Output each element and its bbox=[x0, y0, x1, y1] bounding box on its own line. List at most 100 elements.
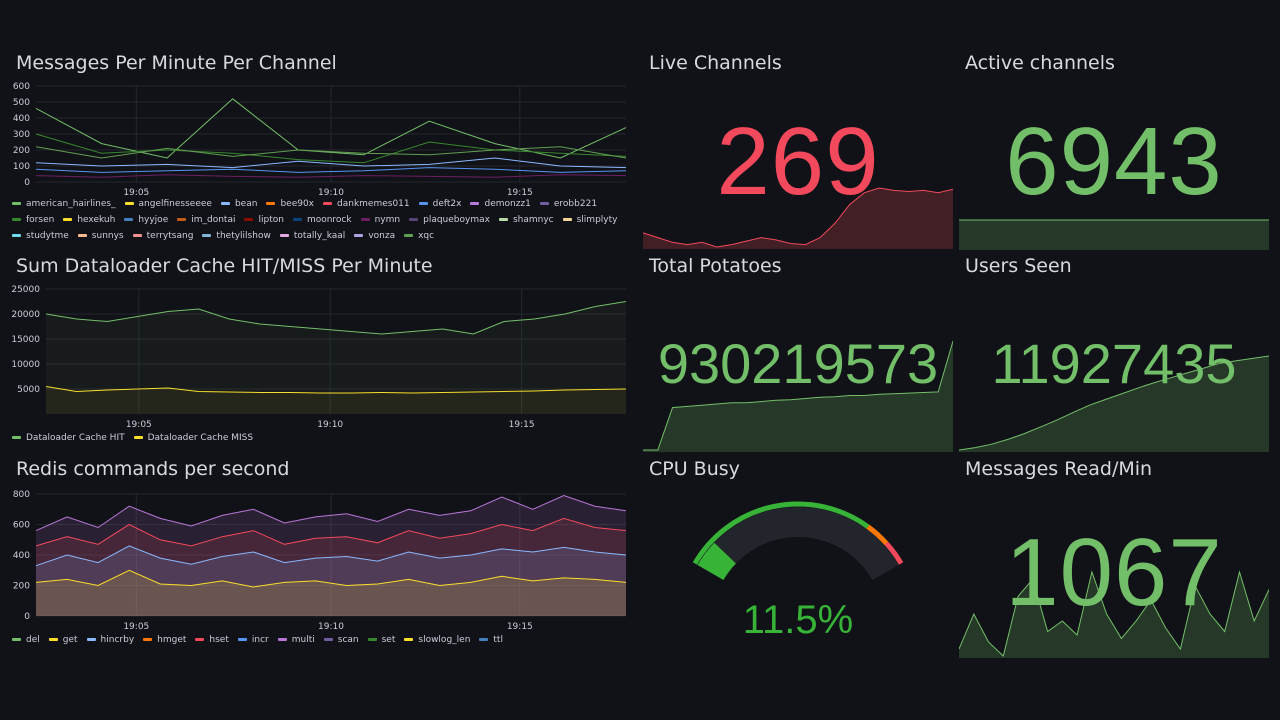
legend-item[interactable]: studytme bbox=[12, 228, 69, 244]
legend-item[interactable]: slowlog_len bbox=[404, 632, 470, 648]
legend-swatch bbox=[409, 218, 419, 221]
legend-label: incr bbox=[251, 635, 269, 645]
legend-item[interactable]: angelfinesseeee bbox=[124, 196, 212, 212]
legend-item[interactable]: deft2x bbox=[418, 196, 462, 212]
legend-item[interactable]: moonrock bbox=[292, 212, 352, 228]
legend-label: deft2x bbox=[432, 199, 462, 209]
gauge-track bbox=[697, 506, 899, 581]
legend-label: scan bbox=[337, 635, 359, 645]
legend-item[interactable]: sunnys bbox=[77, 228, 124, 244]
series-line bbox=[35, 569, 627, 588]
legend-item[interactable]: plaqueboymax bbox=[409, 212, 490, 228]
y-tick-label: 800 bbox=[13, 490, 30, 500]
series-line bbox=[35, 146, 627, 159]
series-line bbox=[35, 157, 627, 169]
panel-title: Active channels bbox=[965, 52, 1115, 74]
legend-item[interactable]: demonzz1 bbox=[470, 196, 531, 212]
legend-item[interactable]: hset bbox=[195, 632, 229, 648]
legend-item[interactable]: totally_kaal bbox=[279, 228, 345, 244]
legend-item[interactable]: lipton bbox=[244, 212, 284, 228]
panel-title: Users Seen bbox=[965, 255, 1072, 277]
series-area bbox=[36, 518, 626, 616]
legend-label: thetylilshow bbox=[216, 231, 271, 241]
dataloader-chart[interactable]: 25000 20000 15000 10000 5000 19:05 19:10 19:15 bbox=[10, 283, 630, 428]
legend-label: slowlog_len bbox=[418, 635, 471, 645]
legend-item[interactable]: forsen bbox=[12, 212, 54, 228]
legend-swatch bbox=[360, 218, 370, 221]
legend-item[interactable]: dankmemes011 bbox=[323, 196, 410, 212]
sparkline-line bbox=[959, 355, 1269, 451]
legend-item[interactable]: hexekuh bbox=[63, 212, 115, 228]
legend-label: ttl bbox=[493, 635, 503, 645]
legend-item[interactable]: bee90x bbox=[266, 196, 314, 212]
legend-item[interactable]: terrytsang bbox=[132, 228, 193, 244]
y-tick-label: 5000 bbox=[17, 385, 40, 395]
messages-read-panel: Messages Read/Min 1067 bbox=[959, 458, 1269, 658]
legend-label: american_hairlines_ bbox=[26, 199, 116, 209]
legend-item[interactable]: multi bbox=[277, 632, 315, 648]
legend-label: lipton bbox=[258, 215, 284, 225]
legend-item[interactable]: erobb221 bbox=[539, 196, 597, 212]
legend-swatch bbox=[12, 202, 21, 205]
legend-item[interactable]: get bbox=[48, 632, 78, 648]
legend-label: sunnys bbox=[91, 231, 124, 241]
legend-item[interactable]: hmget bbox=[143, 632, 186, 648]
series-line bbox=[35, 494, 627, 532]
legend-swatch bbox=[220, 202, 230, 205]
legend-item[interactable]: scan bbox=[323, 632, 359, 648]
legend-label: nymn bbox=[374, 215, 401, 225]
series-area bbox=[36, 495, 626, 616]
legend-swatch bbox=[133, 436, 143, 439]
series-line bbox=[45, 386, 627, 394]
legend-swatch bbox=[562, 218, 572, 221]
series-area bbox=[46, 386, 626, 414]
redis-chart[interactable]: 800 600 400 200 0 19:05 19:10 19:15 bbox=[10, 488, 630, 636]
panel-title: Messages Read/Min bbox=[965, 458, 1153, 480]
legend-label: Dataloader Cache MISS bbox=[147, 433, 254, 443]
legend-label: slimplyty bbox=[576, 215, 618, 225]
legend-label: bean bbox=[234, 199, 258, 209]
legend-item[interactable]: xqc bbox=[404, 228, 434, 244]
messages-chart[interactable]: 600 500 400 300 200 100 0 19:05 19:10 19:15 bbox=[10, 80, 630, 198]
legend-swatch bbox=[404, 234, 414, 237]
legend-item[interactable]: ttl bbox=[479, 632, 503, 648]
legend-label: hyyjoe bbox=[138, 215, 169, 225]
series-area bbox=[46, 301, 626, 414]
x-tick-label: 19:05 bbox=[123, 188, 149, 198]
live-channels-value: 269 bbox=[716, 108, 880, 215]
legend-item[interactable]: hyyjoe bbox=[124, 212, 168, 228]
legend-item[interactable]: bean bbox=[220, 196, 258, 212]
series-line bbox=[35, 98, 627, 159]
legend-item[interactable]: Dataloader Cache MISS bbox=[133, 430, 254, 446]
legend-swatch bbox=[244, 218, 254, 221]
legend-item[interactable]: slimplyty bbox=[562, 212, 618, 228]
y-tick-label: 20000 bbox=[11, 310, 40, 320]
x-tick-label: 19:05 bbox=[126, 420, 152, 428]
legend-item[interactable]: del bbox=[12, 632, 40, 648]
legend-item[interactable]: hincrby bbox=[86, 632, 134, 648]
redis-panel: Redis commands per second 800 600 400 200 0 1… bbox=[10, 458, 630, 658]
legend-swatch bbox=[323, 202, 333, 205]
total-potatoes-panel: Total Potatoes 930219573 bbox=[643, 255, 953, 452]
sparkline-area bbox=[959, 356, 1269, 452]
users-seen-panel: Users Seen 11927435 bbox=[959, 255, 1269, 452]
legend-label: del bbox=[26, 635, 40, 645]
legend-item[interactable]: vonza bbox=[354, 228, 395, 244]
legend-item[interactable]: Dataloader Cache HIT bbox=[12, 430, 125, 446]
legend-item[interactable]: thetylilshow bbox=[202, 228, 271, 244]
cpu-busy-gauge bbox=[692, 501, 904, 581]
legend-item[interactable]: nymn bbox=[360, 212, 401, 228]
legend-item[interactable]: shamnyc bbox=[498, 212, 554, 228]
legend-swatch bbox=[277, 638, 287, 641]
x-tick-label: 19:15 bbox=[507, 622, 533, 632]
legend-item[interactable]: incr bbox=[237, 632, 269, 648]
legend-item[interactable]: set bbox=[367, 632, 395, 648]
legend-swatch bbox=[292, 218, 302, 221]
legend-item[interactable]: im_dontai bbox=[177, 212, 235, 228]
legend-item[interactable]: american_hairlines_ bbox=[12, 196, 116, 212]
series-line bbox=[35, 133, 627, 164]
y-tick-label: 600 bbox=[13, 82, 30, 92]
series-line bbox=[45, 301, 627, 335]
total-potatoes-sparkline bbox=[643, 340, 953, 452]
sparkline-area bbox=[959, 220, 1269, 250]
